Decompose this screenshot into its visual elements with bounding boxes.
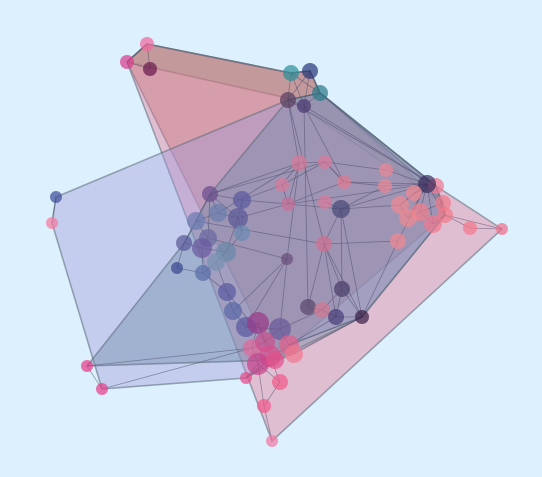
network-node[interactable] <box>281 253 293 265</box>
network-node[interactable] <box>50 191 62 203</box>
network-edge <box>340 204 401 210</box>
network-node[interactable] <box>257 399 271 413</box>
network-node[interactable] <box>297 99 311 113</box>
network-node[interactable] <box>318 155 332 169</box>
network-node[interactable] <box>337 175 351 189</box>
network-node[interactable] <box>391 196 409 214</box>
network-node[interactable] <box>192 238 212 258</box>
network-node[interactable] <box>207 253 225 271</box>
network-edge <box>281 161 326 186</box>
network-node[interactable] <box>228 208 248 228</box>
network-node[interactable] <box>328 309 344 325</box>
network-node[interactable] <box>209 204 227 222</box>
network-edge <box>286 162 300 260</box>
network-node[interactable] <box>424 215 442 233</box>
network-edge <box>303 105 309 308</box>
network-edge <box>287 99 300 164</box>
network-node[interactable] <box>143 62 157 76</box>
network-node[interactable] <box>266 351 284 369</box>
network-edge <box>287 99 437 187</box>
network-edge <box>209 162 300 195</box>
network-node[interactable] <box>176 235 192 251</box>
network-edge <box>319 92 428 185</box>
network-node[interactable] <box>355 310 369 324</box>
network-node[interactable] <box>281 197 295 211</box>
network-node[interactable] <box>96 383 108 395</box>
network-node[interactable] <box>81 360 93 372</box>
network-node[interactable] <box>285 345 303 363</box>
network-node[interactable] <box>233 191 251 209</box>
network-node[interactable] <box>300 299 316 315</box>
network-node[interactable] <box>463 221 477 235</box>
network-node[interactable] <box>334 281 350 297</box>
network-node[interactable] <box>390 233 406 249</box>
network-edge <box>323 243 363 318</box>
network-node[interactable] <box>240 372 252 384</box>
network-node[interactable] <box>302 63 318 79</box>
node-layer <box>46 37 508 447</box>
network-node[interactable] <box>378 179 392 193</box>
network-node[interactable] <box>314 302 330 318</box>
network-edge <box>288 316 363 346</box>
network-node[interactable] <box>234 225 250 241</box>
network-edge <box>287 183 428 205</box>
network-node[interactable] <box>202 186 218 202</box>
network-node[interactable] <box>379 163 393 177</box>
network-edge <box>303 105 345 183</box>
network-edge <box>217 162 300 214</box>
network-node[interactable] <box>291 155 307 171</box>
network-node[interactable] <box>418 175 436 193</box>
network-edge <box>209 161 326 195</box>
network-edge <box>324 161 387 171</box>
network-edge <box>279 258 288 330</box>
network-node[interactable] <box>272 374 288 390</box>
network-node[interactable] <box>266 435 278 447</box>
network-edge <box>340 208 363 318</box>
network-node[interactable] <box>171 262 183 274</box>
network-node[interactable] <box>224 302 242 320</box>
network-edge <box>361 240 399 318</box>
network-node[interactable] <box>399 209 417 227</box>
network-node[interactable] <box>280 92 296 108</box>
network-edge <box>323 243 343 290</box>
network-node[interactable] <box>275 178 289 192</box>
network-node[interactable] <box>318 195 332 209</box>
network-edge <box>307 243 325 308</box>
network-edge <box>86 347 253 367</box>
network-node[interactable] <box>269 318 291 340</box>
hull-layer <box>51 43 503 442</box>
network-node[interactable] <box>406 185 422 201</box>
network-edge <box>287 181 345 205</box>
network-node[interactable] <box>195 265 211 281</box>
network-edge <box>340 208 343 290</box>
network-node[interactable] <box>496 223 508 235</box>
network-node[interactable] <box>316 236 332 252</box>
network-edge <box>195 220 325 245</box>
network-node[interactable] <box>283 65 299 81</box>
network-node[interactable] <box>46 217 58 229</box>
network-node[interactable] <box>247 312 269 334</box>
network-node[interactable] <box>332 200 350 218</box>
network-node[interactable] <box>120 55 134 69</box>
network-node[interactable] <box>218 283 236 301</box>
network-edge <box>101 347 253 390</box>
network-edge <box>323 243 337 318</box>
network-node[interactable] <box>437 207 453 223</box>
network-node[interactable] <box>312 85 328 101</box>
network-edge <box>207 237 288 260</box>
network-node[interactable] <box>187 212 205 230</box>
network-node[interactable] <box>435 195 451 211</box>
network-edge <box>232 258 288 312</box>
network-edge <box>323 240 399 245</box>
network-node[interactable] <box>140 37 154 51</box>
network-node[interactable] <box>247 353 269 375</box>
